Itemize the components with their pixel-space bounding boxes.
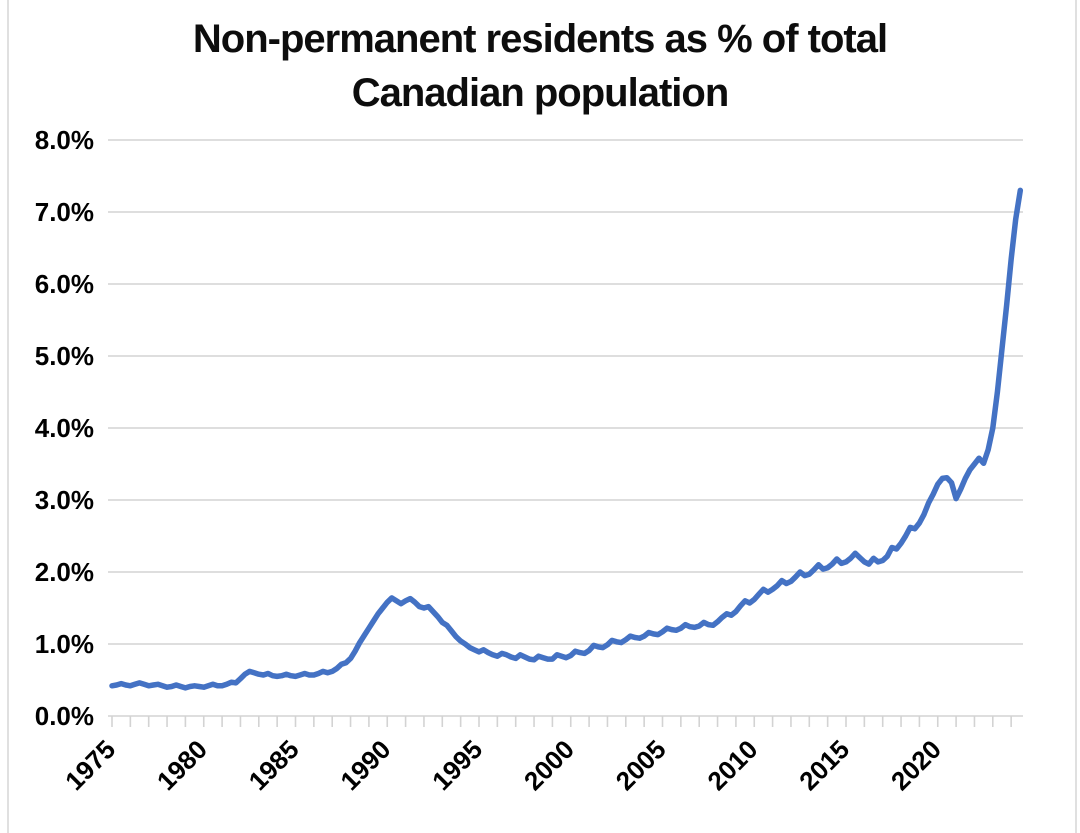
chart-title-line-1: Non-permanent residents as % of total bbox=[192, 17, 888, 61]
y-axis-tick-label: 1.0% bbox=[35, 629, 94, 659]
y-axis-tick-label: 6.0% bbox=[35, 269, 94, 299]
chart-title: Non-permanent residents as % of total Ca… bbox=[0, 12, 1080, 120]
x-axis-tick-label: 2015 bbox=[793, 734, 855, 796]
x-axis-tick-label: 1995 bbox=[426, 734, 488, 796]
x-axis-tick-label: 2010 bbox=[701, 734, 763, 796]
y-axis-tick-label: 3.0% bbox=[35, 485, 94, 515]
x-axis-tick-label: 1980 bbox=[151, 734, 213, 796]
x-axis-tick-label: 1975 bbox=[59, 734, 121, 796]
y-axis-tick-label: 8.0% bbox=[35, 125, 94, 155]
x-axis-tick-label: 2005 bbox=[610, 734, 672, 796]
chart-title-line-2: Canadian population bbox=[351, 71, 730, 115]
y-axis-tick-label: 2.0% bbox=[35, 557, 94, 587]
y-axis-tick-label: 0.0% bbox=[35, 701, 94, 731]
x-axis-tick-label: 2000 bbox=[518, 734, 580, 796]
x-axis-tick-label: 1985 bbox=[243, 734, 305, 796]
x-axis-tick-label: 1990 bbox=[334, 734, 396, 796]
y-axis-tick-label: 5.0% bbox=[35, 341, 94, 371]
npr-share-line bbox=[109, 187, 1024, 691]
x-axis-tick-label: 2020 bbox=[885, 734, 947, 796]
y-axis-tick-label: 4.0% bbox=[35, 413, 94, 443]
y-axis-tick-label: 7.0% bbox=[35, 197, 94, 227]
